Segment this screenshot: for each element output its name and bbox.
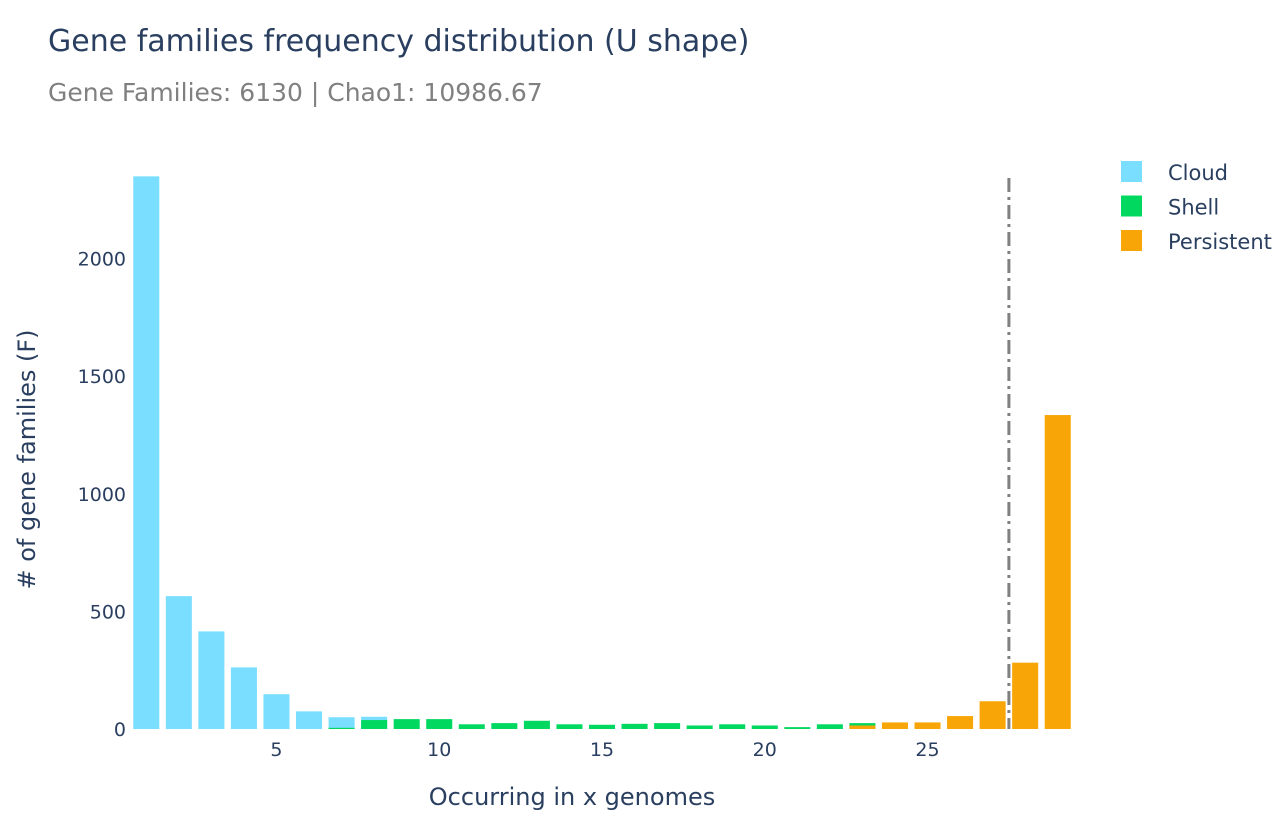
bar-persistent-24[interactable] — [881, 722, 908, 729]
x-tick-label: 10 — [427, 739, 451, 761]
legend-item-shell[interactable]: Shell — [1121, 195, 1219, 220]
legend-item-persistent[interactable]: Persistent — [1121, 230, 1272, 254]
bar-cloud-2[interactable] — [165, 596, 192, 729]
y-tick-label: 0 — [114, 719, 126, 741]
chart-subtitle: Gene Families: 6130 | Chao1: 10986.67 — [48, 78, 543, 107]
bar-shell-21[interactable] — [784, 727, 811, 729]
bar-shell-19[interactable] — [719, 724, 746, 729]
legend-label: Cloud — [1168, 161, 1228, 185]
bar-shell-17[interactable] — [654, 723, 681, 729]
legend-swatch — [1121, 195, 1142, 217]
bar-cloud-5[interactable] — [263, 694, 290, 729]
bars-layer — [133, 176, 1071, 730]
bar-shell-9[interactable] — [393, 719, 420, 729]
bar-cloud-4[interactable] — [230, 667, 257, 729]
bar-persistent-27[interactable] — [979, 701, 1006, 729]
bar-persistent-29[interactable] — [1044, 415, 1071, 729]
bar-shell-8[interactable] — [361, 720, 388, 729]
bar-shell-22[interactable] — [816, 724, 843, 729]
legend: Cloud Shell Persistent — [1121, 161, 1272, 254]
x-tick-label: 25 — [915, 739, 939, 761]
bar-cloud-7[interactable] — [328, 717, 355, 729]
y-tick-label: 500 — [90, 601, 126, 623]
bar-shell-14[interactable] — [556, 724, 583, 729]
bar-shell-10[interactable] — [426, 719, 453, 729]
bar-shell-18[interactable] — [686, 725, 713, 729]
bar-shell-20[interactable] — [751, 725, 778, 729]
bar-cloud-3[interactable] — [198, 631, 225, 729]
x-tick-label: 5 — [270, 739, 282, 761]
y-axis-ticks: 0 500 1000 1500 2000 — [78, 249, 126, 741]
bar-persistent-25[interactable] — [914, 722, 941, 729]
y-tick-label: 1500 — [78, 366, 126, 388]
y-axis-title: # of gene families (F) — [13, 329, 41, 589]
bar-shell-16[interactable] — [621, 723, 648, 729]
x-tick-label: 15 — [590, 739, 614, 761]
bar-cloud-6[interactable] — [296, 711, 323, 729]
y-tick-label: 2000 — [78, 249, 126, 271]
x-axis-ticks: 5 10 15 20 25 — [270, 739, 939, 761]
bar-shell-12[interactable] — [491, 723, 518, 729]
legend-label: Shell — [1168, 196, 1219, 220]
y-tick-label: 1000 — [78, 484, 126, 506]
bar-persistent-26[interactable] — [947, 716, 974, 729]
series-shell — [328, 719, 876, 729]
bar-cloud-1[interactable] — [133, 176, 160, 730]
bar-shell-15[interactable] — [588, 724, 616, 729]
chart-title: Gene families frequency distribution (U … — [48, 24, 750, 59]
bar-shell-7[interactable] — [328, 727, 355, 729]
bar-shell-13[interactable] — [523, 720, 550, 729]
bar-persistent-23[interactable] — [849, 725, 876, 729]
legend-label: Persistent — [1168, 230, 1272, 254]
legend-item-cloud[interactable]: Cloud — [1121, 161, 1228, 185]
bar-shell-11[interactable] — [458, 724, 485, 729]
x-tick-label: 20 — [753, 739, 777, 761]
legend-swatch — [1121, 161, 1142, 182]
series-cloud — [133, 176, 843, 730]
series-persistent — [849, 415, 1071, 729]
bar-persistent-28[interactable] — [1012, 662, 1039, 729]
legend-swatch — [1121, 230, 1142, 251]
x-axis-title: Occurring in x genomes — [429, 783, 715, 811]
